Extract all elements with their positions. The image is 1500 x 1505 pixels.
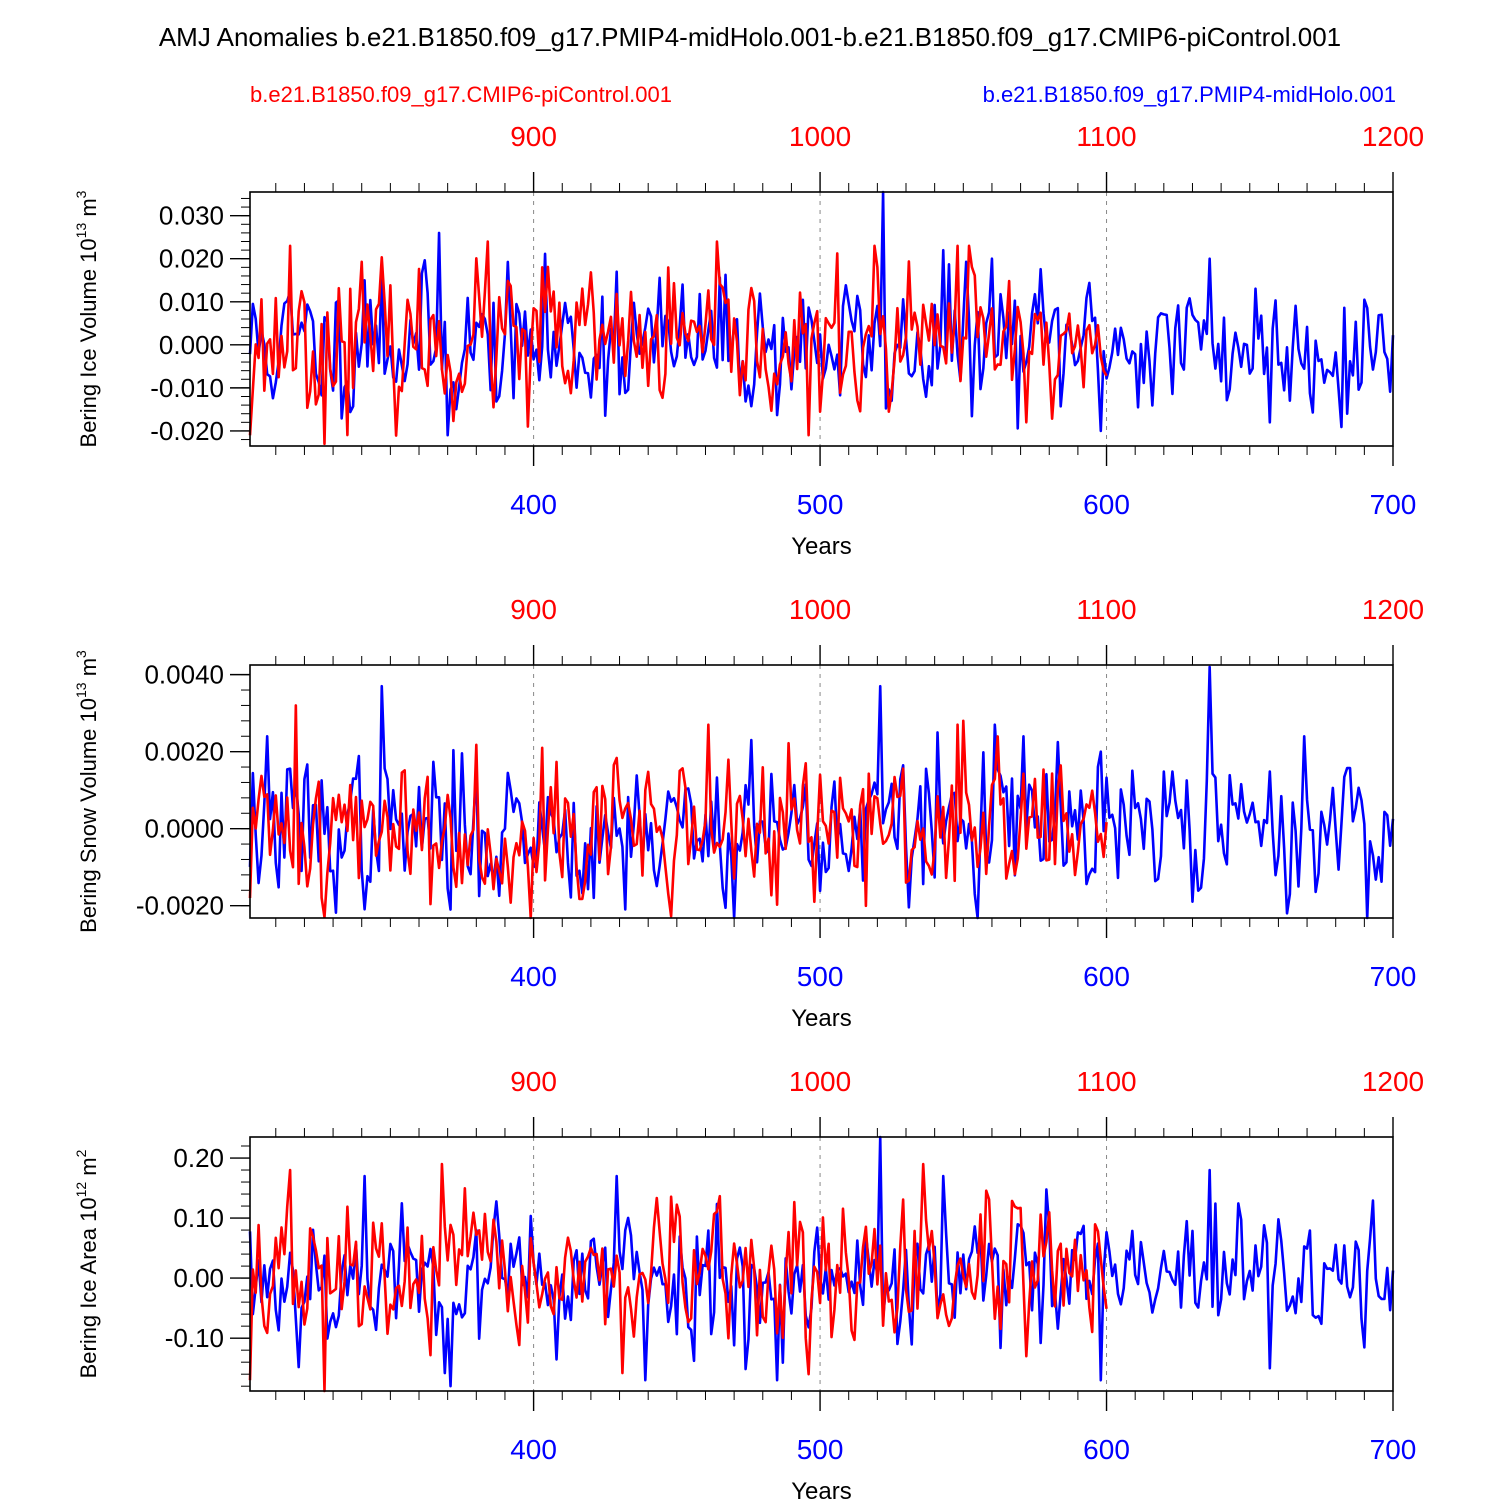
series-line-blue <box>248 190 1395 437</box>
series-line-red <box>248 1162 1108 1393</box>
y-tick-label: 0.10 <box>173 1203 224 1233</box>
x-tick-label-bottom: 500 <box>797 961 844 992</box>
x-tick-label-bottom: 700 <box>1370 961 1417 992</box>
y-axis-label: Bering Ice Area 1012 m2 <box>73 1149 101 1378</box>
panel-1: -0.020 -0.010 0.000 0.010 0.020 0.030 400 500 60… <box>73 121 1424 560</box>
y-tick-label: 0.010 <box>159 287 224 317</box>
legend-blue-label: b.e21.B1850.f09_g17.PMIP4-midHolo.001 <box>983 82 1396 107</box>
y-axis-label: Bering Ice Volume 1013 m3 <box>73 190 101 447</box>
y-axis-label: Bering Snow Volume 1013 m3 <box>73 650 101 933</box>
panel-2: -0.0020 0.0000 0.0020 0.0040 400 500 600 700 900… <box>73 594 1424 1032</box>
y-axis-label-main: Bering Ice Area 10 <box>76 1197 101 1378</box>
x-tick-label-top: 1200 <box>1362 1066 1424 1097</box>
x-axis-label: Years <box>791 1005 852 1032</box>
x-tick-label-bottom: 400 <box>510 961 557 992</box>
x-axis-label: Years <box>791 533 852 560</box>
x-axis-label: Years <box>791 1478 852 1500</box>
x-tick-label-bottom: 400 <box>510 489 557 520</box>
y-axis-label-main: Bering Snow Volume 10 <box>76 698 101 933</box>
x-tick-label-top: 1100 <box>1076 594 1136 625</box>
x-tick-label-top: 900 <box>510 1066 557 1097</box>
y-tick-label: 0.20 <box>173 1143 224 1173</box>
y-axis-label-unit-exponent: 2 <box>73 1149 89 1157</box>
x-tick-label-bottom: 500 <box>797 489 844 520</box>
x-tick-label-bottom: 700 <box>1370 1434 1417 1465</box>
x-tick-label-top: 1100 <box>1076 121 1136 152</box>
plot-frame <box>249 664 1394 919</box>
x-tick-label-bottom: 600 <box>1083 961 1130 992</box>
y-tick-label: -0.0020 <box>136 891 224 921</box>
series-line-blue <box>248 665 1395 920</box>
y-axis-label-unit: m <box>76 658 101 682</box>
y-tick-label: 0.020 <box>159 244 224 274</box>
x-tick-label-top: 1100 <box>1076 1066 1136 1097</box>
y-tick-label: 0.0020 <box>144 737 224 767</box>
y-tick-label: 0.000 <box>159 330 224 360</box>
y-axis-label-unit: m <box>76 198 101 222</box>
x-tick-label-top: 900 <box>510 121 557 152</box>
y-axis-label-exponent: 13 <box>73 682 89 698</box>
x-tick-label-bottom: 700 <box>1370 489 1417 520</box>
y-tick-label: 0.00 <box>173 1263 224 1293</box>
series-line-red <box>248 240 1108 446</box>
y-tick-label: -0.10 <box>165 1323 224 1353</box>
y-axis-label-unit-exponent: 3 <box>73 190 89 198</box>
x-tick-label-top: 1000 <box>789 1066 851 1097</box>
y-axis-label-unit: m <box>76 1157 101 1181</box>
chart-title: AMJ Anomalies b.e21.B1850.f09_g17.PMIP4-… <box>159 22 1341 52</box>
series-line-red <box>248 704 1108 920</box>
y-tick-label: 0.0040 <box>144 660 224 690</box>
x-tick-label-bottom: 600 <box>1083 489 1130 520</box>
x-tick-label-top: 1200 <box>1362 121 1424 152</box>
y-axis-label-exponent: 12 <box>73 1182 89 1198</box>
x-tick-label-bottom: 500 <box>797 1434 844 1465</box>
y-axis-label-unit-exponent: 3 <box>73 650 89 658</box>
y-tick-label: -0.010 <box>150 373 224 403</box>
x-tick-label-bottom: 400 <box>510 1434 557 1465</box>
x-tick-label-top: 1200 <box>1362 594 1424 625</box>
y-tick-label: 0.0000 <box>144 814 224 844</box>
legend-red-label: b.e21.B1850.f09_g17.CMIP6-piControl.001 <box>250 82 672 107</box>
x-tick-label-top: 1000 <box>789 121 851 152</box>
x-tick-label-bottom: 600 <box>1083 1434 1130 1465</box>
x-tick-label-top: 1000 <box>789 594 851 625</box>
y-axis-label-exponent: 13 <box>73 223 89 239</box>
plot-frame <box>249 1136 1394 1392</box>
x-tick-label-top: 900 <box>510 594 557 625</box>
panel-3: -0.10 0.00 0.10 0.20 400 500 600 700 900 1000 1100… <box>73 1066 1424 1505</box>
y-axis-label-main: Bering Ice Volume 10 <box>76 238 101 447</box>
y-tick-label: 0.030 <box>159 201 224 231</box>
y-tick-label: -0.020 <box>150 416 224 446</box>
